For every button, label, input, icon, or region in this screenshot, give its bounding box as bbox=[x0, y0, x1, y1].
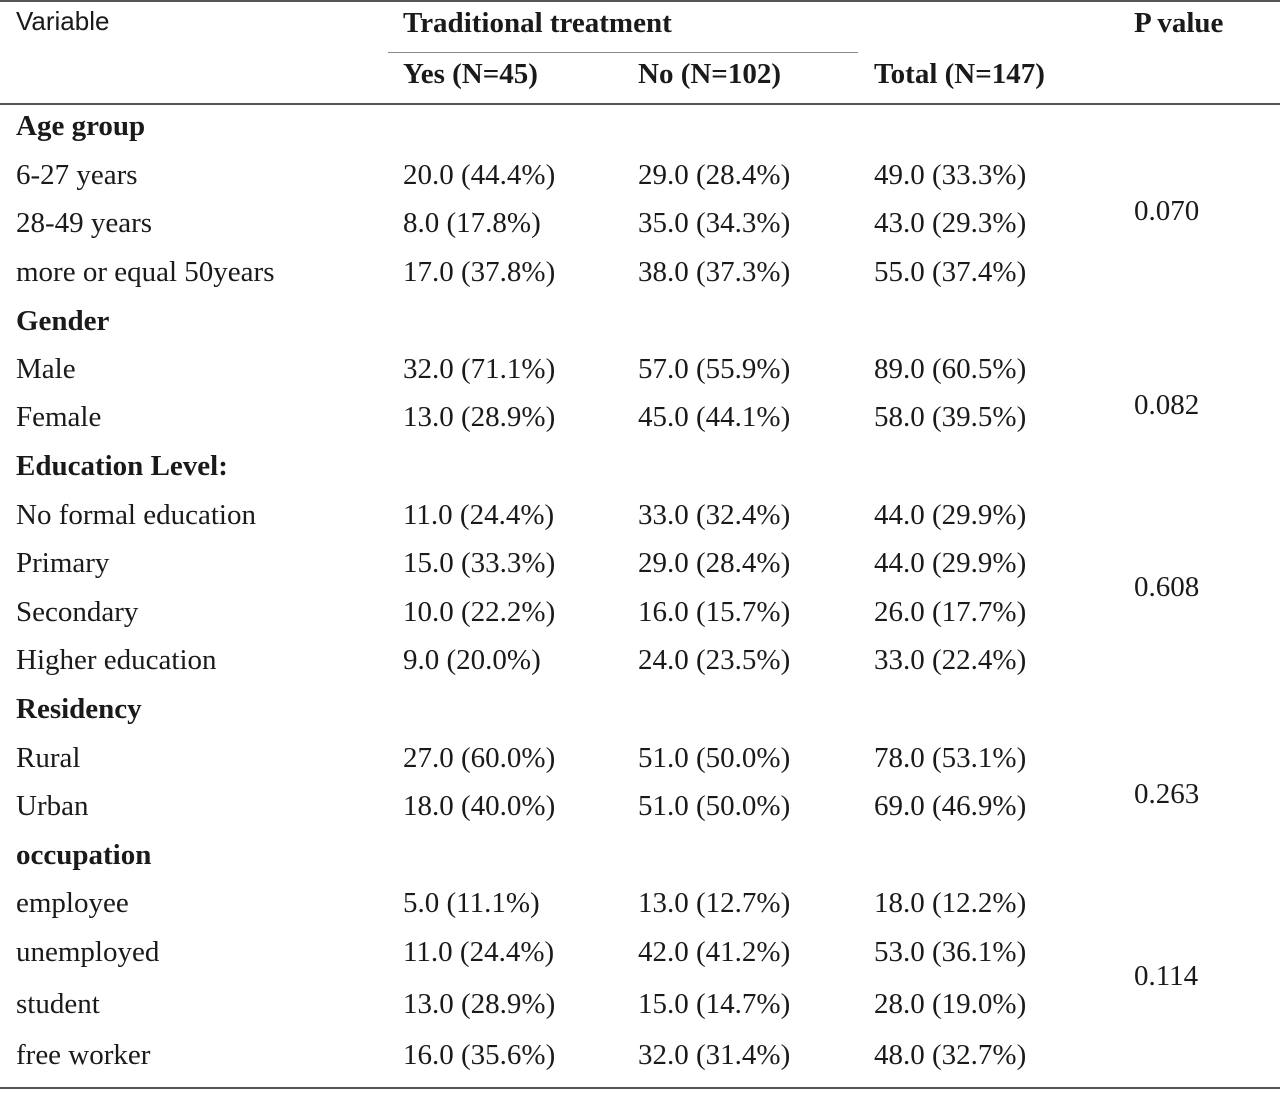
header-p-value: P value bbox=[1134, 7, 1224, 39]
cell-yes: 10.0 (22.2%) bbox=[403, 596, 556, 628]
p-value: 0.114 bbox=[1134, 960, 1199, 992]
cell-no: 51.0 (50.0%) bbox=[638, 742, 791, 774]
section-title: occupation bbox=[16, 839, 152, 871]
p-value: 0.070 bbox=[1134, 195, 1200, 227]
cell-total: 58.0 (39.5%) bbox=[874, 401, 1027, 433]
row-label: Higher education bbox=[16, 644, 217, 676]
cell-yes: 8.0 (17.8%) bbox=[403, 207, 541, 239]
header-group-title: Traditional treatment bbox=[403, 7, 672, 39]
cell-yes: 27.0 (60.0%) bbox=[403, 742, 556, 774]
cell-no: 35.0 (34.3%) bbox=[638, 207, 791, 239]
row-label: Rural bbox=[16, 742, 81, 774]
header-total: Total (N=147) bbox=[874, 58, 1045, 90]
p-value: 0.608 bbox=[1134, 571, 1200, 603]
cell-no: 32.0 (31.4%) bbox=[638, 1039, 791, 1071]
header-yes: Yes (N=45) bbox=[403, 58, 538, 90]
header-no: No (N=102) bbox=[638, 58, 781, 90]
bottom-rule bbox=[0, 1087, 1280, 1089]
row-label: employee bbox=[16, 887, 129, 919]
row-label: student bbox=[16, 988, 100, 1020]
cell-yes: 5.0 (11.1%) bbox=[403, 887, 540, 919]
row-label: free worker bbox=[16, 1039, 151, 1071]
section-title: Education Level: bbox=[16, 450, 228, 482]
cell-yes: 18.0 (40.0%) bbox=[403, 790, 556, 822]
row-label: more or equal 50years bbox=[16, 256, 275, 288]
header-variable: Variable bbox=[16, 6, 110, 36]
group-underline bbox=[388, 52, 858, 53]
top-rule bbox=[0, 0, 1280, 2]
cell-total: 48.0 (32.7%) bbox=[874, 1039, 1027, 1071]
row-label: Primary bbox=[16, 547, 110, 579]
cell-yes: 16.0 (35.6%) bbox=[403, 1039, 556, 1071]
cell-total: 69.0 (46.9%) bbox=[874, 790, 1027, 822]
cell-no: 13.0 (12.7%) bbox=[638, 887, 791, 919]
row-label: 6-27 years bbox=[16, 159, 138, 191]
cell-total: 55.0 (37.4%) bbox=[874, 256, 1027, 288]
row-label: Male bbox=[16, 353, 76, 385]
cell-no: 29.0 (28.4%) bbox=[638, 159, 791, 191]
cell-no: 57.0 (55.9%) bbox=[638, 353, 791, 385]
cell-total: 44.0 (29.9%) bbox=[874, 547, 1027, 579]
cell-total: 33.0 (22.4%) bbox=[874, 644, 1027, 676]
cell-total: 26.0 (17.7%) bbox=[874, 596, 1027, 628]
cell-yes: 15.0 (33.3%) bbox=[403, 547, 556, 579]
row-label: unemployed bbox=[16, 936, 160, 968]
cell-total: 28.0 (19.0%) bbox=[874, 988, 1027, 1020]
cell-total: 49.0 (33.3%) bbox=[874, 159, 1027, 191]
section-title: Residency bbox=[16, 693, 142, 725]
cell-yes: 17.0 (37.8%) bbox=[403, 256, 556, 288]
p-value: 0.263 bbox=[1134, 778, 1200, 810]
cell-total: 53.0 (36.1%) bbox=[874, 936, 1027, 968]
row-label: No formal education bbox=[16, 499, 256, 531]
row-label: Secondary bbox=[16, 596, 139, 628]
cell-yes: 32.0 (71.1%) bbox=[403, 353, 556, 385]
cell-yes: 11.0 (24.4%) bbox=[403, 936, 555, 968]
cell-no: 16.0 (15.7%) bbox=[638, 596, 791, 628]
cell-yes: 20.0 (44.4%) bbox=[403, 159, 556, 191]
p-value: 0.082 bbox=[1134, 389, 1200, 421]
cell-total: 43.0 (29.3%) bbox=[874, 207, 1027, 239]
cell-total: 18.0 (12.2%) bbox=[874, 887, 1027, 919]
cell-no: 42.0 (41.2%) bbox=[638, 936, 791, 968]
cell-total: 89.0 (60.5%) bbox=[874, 353, 1027, 385]
cell-no: 24.0 (23.5%) bbox=[638, 644, 791, 676]
cell-total: 44.0 (29.9%) bbox=[874, 499, 1027, 531]
cell-yes: 13.0 (28.9%) bbox=[403, 988, 556, 1020]
header-rule bbox=[0, 103, 1280, 105]
row-label: Urban bbox=[16, 790, 89, 822]
cell-no: 29.0 (28.4%) bbox=[638, 547, 791, 579]
cell-total: 78.0 (53.1%) bbox=[874, 742, 1027, 774]
section-title: Age group bbox=[16, 110, 146, 142]
cell-no: 51.0 (50.0%) bbox=[638, 790, 791, 822]
cell-yes: 11.0 (24.4%) bbox=[403, 499, 555, 531]
cell-no: 38.0 (37.3%) bbox=[638, 256, 791, 288]
cell-no: 45.0 (44.1%) bbox=[638, 401, 791, 433]
row-label: Female bbox=[16, 401, 102, 433]
cell-yes: 13.0 (28.9%) bbox=[403, 401, 556, 433]
cell-yes: 9.0 (20.0%) bbox=[403, 644, 541, 676]
cell-no: 15.0 (14.7%) bbox=[638, 988, 791, 1020]
row-label: 28-49 years bbox=[16, 207, 153, 239]
cell-no: 33.0 (32.4%) bbox=[638, 499, 791, 531]
section-title: Gender bbox=[16, 305, 110, 337]
